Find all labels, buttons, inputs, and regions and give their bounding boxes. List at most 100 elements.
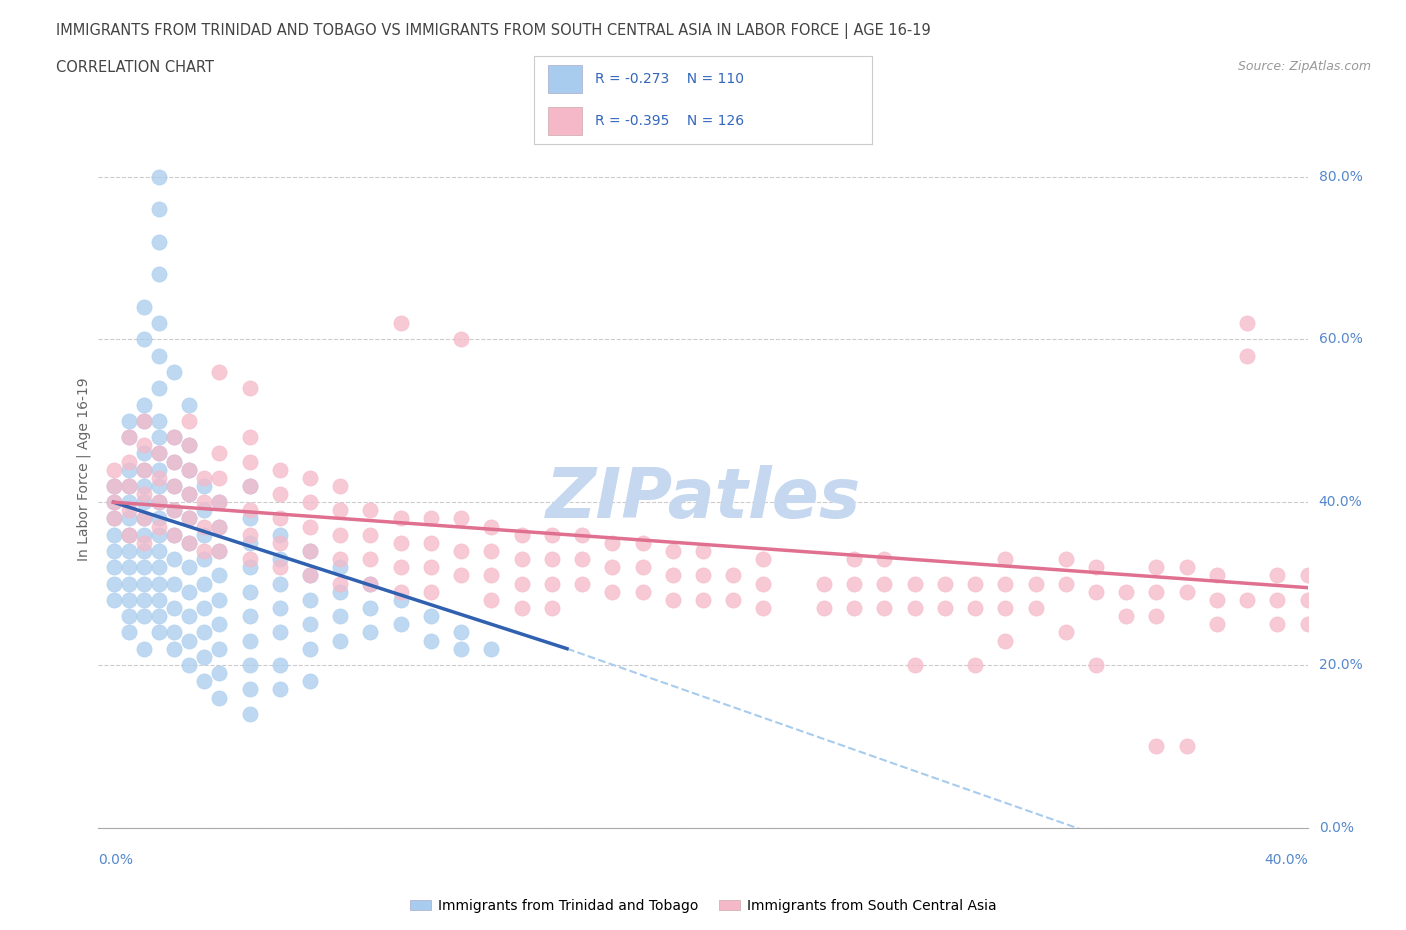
Point [148,315,170,330]
Point [873,576,896,591]
Point [103,478,125,493]
Text: R = -0.273    N = 110: R = -0.273 N = 110 [595,72,744,86]
Point [360,625,382,640]
Bar [548,65,582,93]
Point [193,478,215,493]
Point [132,592,155,607]
Point [571,551,593,566]
Point [631,560,654,575]
Point [208,365,231,379]
Point [419,608,441,623]
Point [148,560,170,575]
Point [163,551,186,566]
Point [132,527,155,542]
Point [177,512,201,526]
Point [148,202,170,217]
Point [132,445,155,460]
Point [360,576,382,591]
Point [1265,568,1288,583]
Point [510,527,533,542]
Point [1144,738,1167,753]
Point [329,608,352,623]
Point [631,536,654,551]
Point [269,601,291,616]
Point [132,413,155,428]
Point [163,625,186,640]
Point [118,503,141,518]
Point [103,512,125,526]
Point [269,486,291,501]
Point [177,462,201,477]
Point [148,445,170,460]
Point [269,576,291,591]
Point [148,625,170,640]
Point [419,560,441,575]
Point [1236,349,1258,364]
Point [450,625,472,640]
Point [163,454,186,469]
Point [510,601,533,616]
Point [239,707,262,722]
Point [299,592,322,607]
Point [239,512,262,526]
Point [132,512,155,526]
Point [132,462,155,477]
Point [1236,592,1258,607]
Point [360,503,382,518]
Point [481,642,503,657]
Point [904,658,927,672]
Point [148,608,170,623]
Point [1206,617,1229,631]
Point [299,617,322,631]
Y-axis label: In Labor Force | Age 16-19: In Labor Force | Age 16-19 [77,378,91,562]
Point [132,462,155,477]
Point [132,543,155,558]
Point [1175,738,1198,753]
Text: 40.0%: 40.0% [1264,853,1308,867]
Point [118,576,141,591]
Point [118,608,141,623]
Text: ZIPatles: ZIPatles [546,465,860,532]
Point [661,568,683,583]
Point [132,512,155,526]
Point [118,430,141,445]
Bar [548,107,582,136]
Point [148,267,170,282]
Point [193,625,215,640]
Point [721,568,744,583]
Point [299,543,322,558]
Point [193,503,215,518]
Point [1144,608,1167,623]
Point [132,536,155,551]
Point [193,576,215,591]
Point [163,576,186,591]
Point [177,438,201,453]
Point [299,543,322,558]
Point [118,478,141,493]
Point [1296,568,1319,583]
Point [239,682,262,697]
Point [239,584,262,599]
Point [269,682,291,697]
Point [208,495,231,510]
Point [1206,592,1229,607]
Point [329,560,352,575]
Text: 80.0%: 80.0% [1319,169,1362,184]
Point [752,576,775,591]
Point [132,576,155,591]
Point [208,519,231,534]
Point [1175,560,1198,575]
Point [1085,560,1108,575]
Point [873,601,896,616]
Point [994,633,1017,648]
Point [965,576,987,591]
Point [193,527,215,542]
Point [299,568,322,583]
Point [360,527,382,542]
Point [118,454,141,469]
Point [692,543,714,558]
Point [118,527,141,542]
Point [148,413,170,428]
Point [163,527,186,542]
Point [239,536,262,551]
